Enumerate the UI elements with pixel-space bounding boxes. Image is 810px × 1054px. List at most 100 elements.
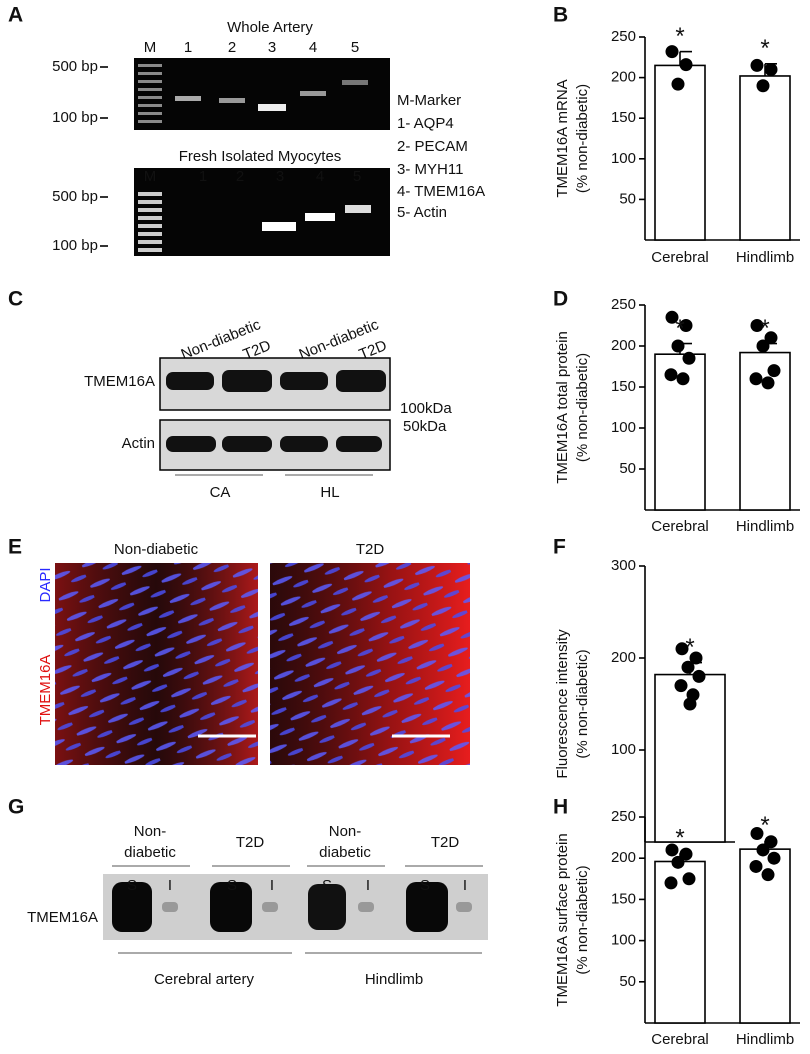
y-tick-label: 250: [611, 28, 636, 45]
data-point: [676, 372, 690, 386]
fraction-label: I: [463, 877, 467, 894]
y-axis-label: TMEM16A surface protein: [554, 833, 571, 1006]
data-point: [664, 368, 678, 382]
y-tick-label: 150: [611, 890, 636, 907]
lane-label: 1: [199, 168, 207, 185]
panel-c: Non-diabetic T2D Non-diabetic T2D TMEM16…: [84, 316, 452, 501]
lane-label: 4: [316, 168, 324, 185]
lane-label: M: [144, 168, 157, 185]
y-tick-label: 200: [611, 849, 636, 866]
data-point: [692, 669, 706, 683]
lane-label: 4: [309, 39, 317, 56]
data-point: [689, 651, 703, 665]
x-tick-label: Hindlimb: [736, 518, 794, 535]
panel-labels: A B C D E F G H: [8, 4, 568, 819]
data-point: [665, 843, 679, 857]
ladder: [138, 64, 162, 123]
row-label: TMEM16A: [27, 909, 98, 926]
data-point: [756, 339, 770, 353]
header: diabetic: [319, 844, 371, 861]
lane-labels: M 1 2 3 4 5: [144, 168, 361, 185]
panel-label: E: [8, 536, 22, 559]
data-point: [664, 876, 678, 890]
lane-label: 5: [351, 39, 359, 56]
header: Non-: [134, 823, 167, 840]
y-axis-label: (% non-diabetic): [574, 865, 591, 974]
y-tick-label: 200: [611, 337, 636, 354]
column-label: T2D: [356, 541, 385, 558]
annotation: *: [760, 315, 769, 342]
data-point: [683, 697, 697, 711]
row-label: Actin: [122, 435, 155, 452]
y-axis-label: (% non-diabetic): [574, 84, 591, 193]
data-point: [679, 319, 693, 332]
data-point: [750, 826, 764, 840]
column-label: Non-diabetic: [114, 541, 199, 558]
legend-item: 1- AQP4: [397, 115, 454, 132]
annotation: *: [675, 315, 684, 342]
y-tick-label: 300: [611, 557, 636, 574]
gel: [134, 58, 390, 130]
marker-label: 100 bp: [52, 237, 98, 254]
fraction-label: I: [168, 877, 172, 894]
group-label: HL: [320, 484, 339, 501]
marker-label: 500 bp: [52, 188, 98, 205]
y-axis-label: (% non-diabetic): [574, 649, 591, 758]
y-tick-label: 100: [611, 150, 636, 167]
data-point: [750, 58, 764, 72]
bar: [739, 351, 791, 511]
marker-label: 500 bp: [52, 58, 98, 75]
data-point: [764, 331, 778, 345]
bar: [654, 860, 706, 1024]
data-point: [675, 642, 689, 656]
blot-bands: [166, 436, 382, 452]
x-tick-label: Hindlimb: [736, 249, 794, 266]
panel-a: Whole Artery M 1 2 3 4 5 500 bp 100 bp F…: [52, 19, 485, 256]
stain-label: TMEM16A: [37, 655, 54, 726]
data-point: [671, 339, 685, 353]
fraction-label: I: [270, 877, 274, 894]
y-axis-label: Fluorescence intensity: [554, 629, 571, 779]
header: Non-: [329, 823, 362, 840]
data-point: [749, 372, 763, 386]
ladder: [138, 192, 162, 252]
marker-label: 100 bp: [52, 109, 98, 126]
data-point: [674, 679, 688, 693]
data-point: [671, 77, 685, 91]
stain-label: DAPI: [37, 567, 54, 602]
gel-bands: [175, 80, 368, 111]
y-axis-label: TMEM16A total protein: [554, 331, 571, 484]
annotation: *: [685, 634, 694, 661]
y-tick-label: 200: [611, 649, 636, 666]
blot-bands: [166, 370, 386, 392]
data-point: [756, 843, 770, 857]
y-tick-label: 200: [611, 69, 636, 86]
annotation: *: [760, 35, 769, 62]
group-label: Cerebral artery: [154, 971, 255, 988]
gel-title: Whole Artery: [227, 19, 313, 36]
fraction-label: I: [366, 877, 370, 894]
fraction-label: S: [127, 877, 137, 894]
y-tick-label: 50: [619, 190, 636, 207]
panel-label: B: [553, 4, 568, 27]
image-cells: [55, 563, 258, 765]
y-tick-label: 100: [611, 419, 636, 436]
data-point: [756, 79, 770, 93]
data-point: [761, 376, 775, 390]
legend-item: 5- Actin: [397, 204, 447, 221]
annotation: *: [675, 23, 684, 50]
header: T2D: [236, 834, 265, 851]
data-point: [665, 310, 679, 324]
lane-label: 2: [236, 168, 244, 185]
panel-label: C: [8, 288, 23, 311]
y-tick-label: 100: [611, 932, 636, 949]
group-label: CA: [210, 484, 231, 501]
annotation: *: [675, 825, 684, 852]
header: diabetic: [124, 844, 176, 861]
panel-label: H: [553, 796, 568, 819]
size-label: 50kDa: [403, 418, 447, 435]
data-point: [671, 855, 685, 869]
fraction-label: S: [420, 877, 430, 894]
group-label: Hindlimb: [365, 971, 423, 988]
